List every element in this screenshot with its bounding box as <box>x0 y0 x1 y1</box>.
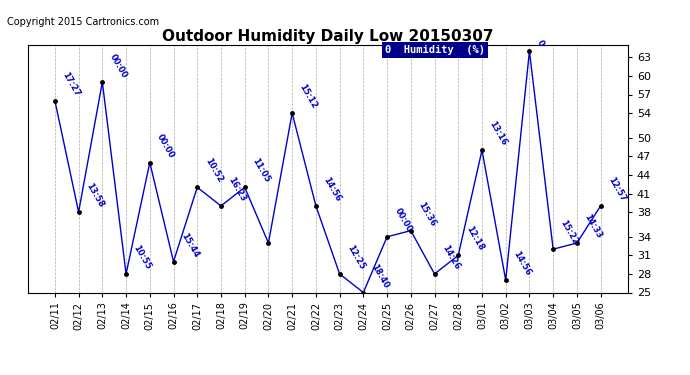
Text: 16:23: 16:23 <box>226 176 248 203</box>
Text: 15:22: 15:22 <box>559 219 580 246</box>
Text: 15:12: 15:12 <box>297 82 319 110</box>
Title: Outdoor Humidity Daily Low 20150307: Outdoor Humidity Daily Low 20150307 <box>162 29 493 44</box>
Text: 10:55: 10:55 <box>132 243 152 271</box>
Text: 00:00: 00:00 <box>155 132 177 160</box>
Text: 14:33: 14:33 <box>582 213 604 240</box>
Text: 12:18: 12:18 <box>464 225 485 253</box>
Text: 13:58: 13:58 <box>84 182 106 209</box>
Text: 00:00: 00:00 <box>393 207 413 234</box>
Text: 0  Humidity  (%): 0 Humidity (%) <box>385 45 485 55</box>
Text: 00:00: 00:00 <box>108 52 129 80</box>
Text: 15:36: 15:36 <box>416 200 437 228</box>
Text: 12:25: 12:25 <box>345 243 366 271</box>
Text: 12:57: 12:57 <box>607 176 627 203</box>
Text: 14:26: 14:26 <box>440 243 462 271</box>
Text: 14:56: 14:56 <box>322 176 343 203</box>
Text: Copyright 2015 Cartronics.com: Copyright 2015 Cartronics.com <box>7 17 159 27</box>
Text: 14:56: 14:56 <box>511 250 533 278</box>
Text: 13:16: 13:16 <box>488 120 509 147</box>
Text: 10:52: 10:52 <box>203 157 224 184</box>
Text: 11:05: 11:05 <box>250 157 271 184</box>
Text: 17:27: 17:27 <box>61 70 81 98</box>
Text: 15:44: 15:44 <box>179 231 200 259</box>
Text: 0: 0 <box>535 39 546 48</box>
Text: 18:40: 18:40 <box>369 262 390 290</box>
